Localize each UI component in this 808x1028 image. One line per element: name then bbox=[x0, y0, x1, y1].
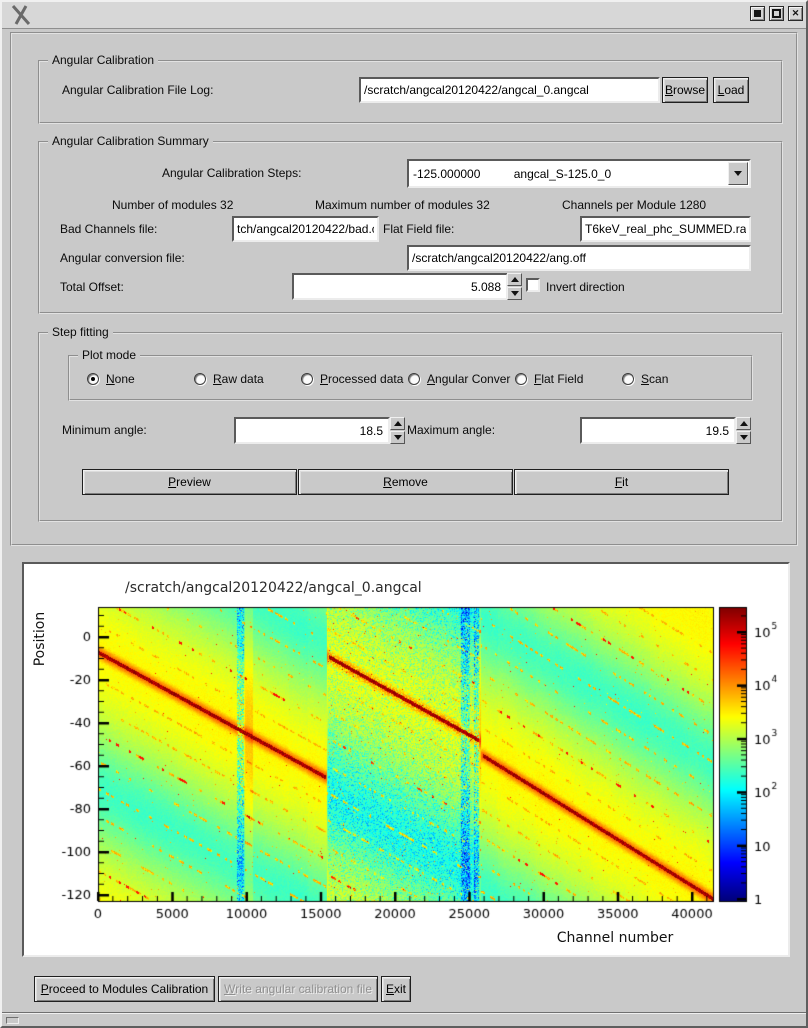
max-angle-increment-button[interactable] bbox=[736, 417, 751, 430]
radio-label: None bbox=[106, 372, 135, 386]
bad-channels-label: Bad Channels file: bbox=[60, 222, 158, 236]
radio-icon bbox=[194, 373, 206, 385]
plot-title: /scratch/angcal20120422/angcal_0.angcal bbox=[125, 580, 422, 596]
plot-mode-radio-none[interactable]: None bbox=[87, 372, 135, 386]
angular-calibration-group: Angular Calibration bbox=[38, 53, 783, 124]
minimize-button[interactable] bbox=[750, 6, 765, 21]
min-angle-spinbox[interactable] bbox=[234, 417, 390, 444]
minimize-icon bbox=[754, 10, 761, 17]
arrow-down-icon bbox=[393, 435, 402, 440]
conversion-file-label: Angular conversion file: bbox=[60, 251, 185, 265]
arrow-down-icon bbox=[510, 291, 519, 296]
radio-icon bbox=[622, 373, 634, 385]
file-log-label: Angular Calibration File Log: bbox=[62, 83, 214, 97]
plot-mode-radio-scan[interactable]: Scan bbox=[622, 372, 668, 386]
maximize-button[interactable] bbox=[769, 6, 784, 21]
min-angle-label: Minimum angle: bbox=[62, 423, 147, 437]
max-angle-spinbox[interactable] bbox=[580, 417, 736, 444]
radio-label: Flat Field bbox=[534, 372, 584, 386]
bad-channels-input[interactable] bbox=[232, 216, 379, 242]
radio-label: Angular Conver bbox=[427, 372, 511, 386]
plot-mode-radio-angular-conversion[interactable]: Angular Conver bbox=[408, 372, 510, 386]
status-bar bbox=[2, 1013, 806, 1026]
calibration-heatmap bbox=[24, 564, 788, 955]
conversion-file-input[interactable] bbox=[407, 245, 751, 271]
radio-label: Scan bbox=[641, 372, 669, 386]
group-title: Angular Calibration bbox=[48, 53, 159, 67]
radio-icon bbox=[301, 373, 313, 385]
step-fitting-group: Step fitting bbox=[38, 325, 783, 522]
maximize-icon bbox=[772, 9, 781, 18]
status-bar-cell bbox=[6, 1017, 19, 1024]
min-angle-decrement-button[interactable] bbox=[390, 431, 405, 444]
y-axis-label: Position bbox=[32, 611, 48, 667]
plot-mode-radio-raw-data[interactable]: Raw data bbox=[194, 372, 264, 386]
window-logo-icon bbox=[11, 5, 31, 25]
total-offset-spinbox[interactable] bbox=[292, 273, 508, 300]
flat-field-input[interactable] bbox=[580, 216, 751, 242]
radio-icon bbox=[515, 373, 527, 385]
titlebar[interactable]: ✕ bbox=[2, 2, 806, 29]
min-angle-increment-button[interactable] bbox=[390, 417, 405, 430]
radio-label: Raw data bbox=[213, 372, 264, 386]
group-title: Angular Calibration Summary bbox=[48, 134, 213, 148]
arrow-up-icon bbox=[393, 421, 402, 426]
x-axis-label: Channel number bbox=[556, 930, 674, 946]
num-modules-label: Number of modules 32 bbox=[112, 198, 234, 212]
angular-calibration-summary-group: Angular Calibration Summary bbox=[38, 134, 783, 314]
plot-mode-radio-processed-data[interactable]: Processed data bbox=[301, 372, 403, 386]
arrow-down-icon bbox=[739, 435, 748, 440]
max-angle-label: Maximum angle: bbox=[407, 423, 496, 437]
radio-icon bbox=[408, 373, 420, 385]
radio-label: Processed data bbox=[320, 372, 404, 386]
total-offset-increment-button[interactable] bbox=[507, 273, 522, 286]
calibration-form-panel bbox=[10, 32, 798, 546]
invert-direction-label: Invert direction bbox=[546, 280, 625, 294]
titlebar-buttons: ✕ bbox=[750, 6, 803, 21]
plot-area: /scratch/angcal20120422/angcal_0.angcal … bbox=[22, 562, 790, 957]
invert-direction-checkbox[interactable] bbox=[526, 278, 540, 292]
total-offset-decrement-button[interactable] bbox=[507, 287, 522, 300]
radio-icon bbox=[87, 373, 99, 385]
steps-label: Angular Calibration Steps: bbox=[162, 166, 302, 180]
arrow-up-icon bbox=[510, 277, 519, 282]
flat-field-label: Flat Field file: bbox=[383, 222, 455, 236]
close-button[interactable]: ✕ bbox=[788, 6, 803, 21]
arrow-up-icon bbox=[739, 421, 748, 426]
selected-step: -125.000000 angcal_S-125.0_0 bbox=[413, 166, 612, 181]
channels-per-module-label: Channels per Module 1280 bbox=[562, 198, 707, 212]
file-log-input[interactable] bbox=[359, 77, 660, 103]
chevron-down-icon[interactable] bbox=[728, 162, 748, 185]
max-angle-decrement-button[interactable] bbox=[736, 431, 751, 444]
plot-mode-radio-flat-field[interactable]: Flat Field bbox=[515, 372, 583, 386]
max-modules-label: Maximum number of modules 32 bbox=[315, 198, 490, 212]
plot-mode-group: Plot mode bbox=[68, 348, 753, 401]
calibration-steps-select[interactable]: -125.000000 angcal_S-125.0_0 bbox=[407, 159, 751, 188]
close-icon: ✕ bbox=[791, 8, 800, 18]
group-title: Plot mode bbox=[78, 348, 141, 362]
total-offset-label: Total Offset: bbox=[60, 280, 124, 294]
group-title: Step fitting bbox=[48, 325, 113, 339]
